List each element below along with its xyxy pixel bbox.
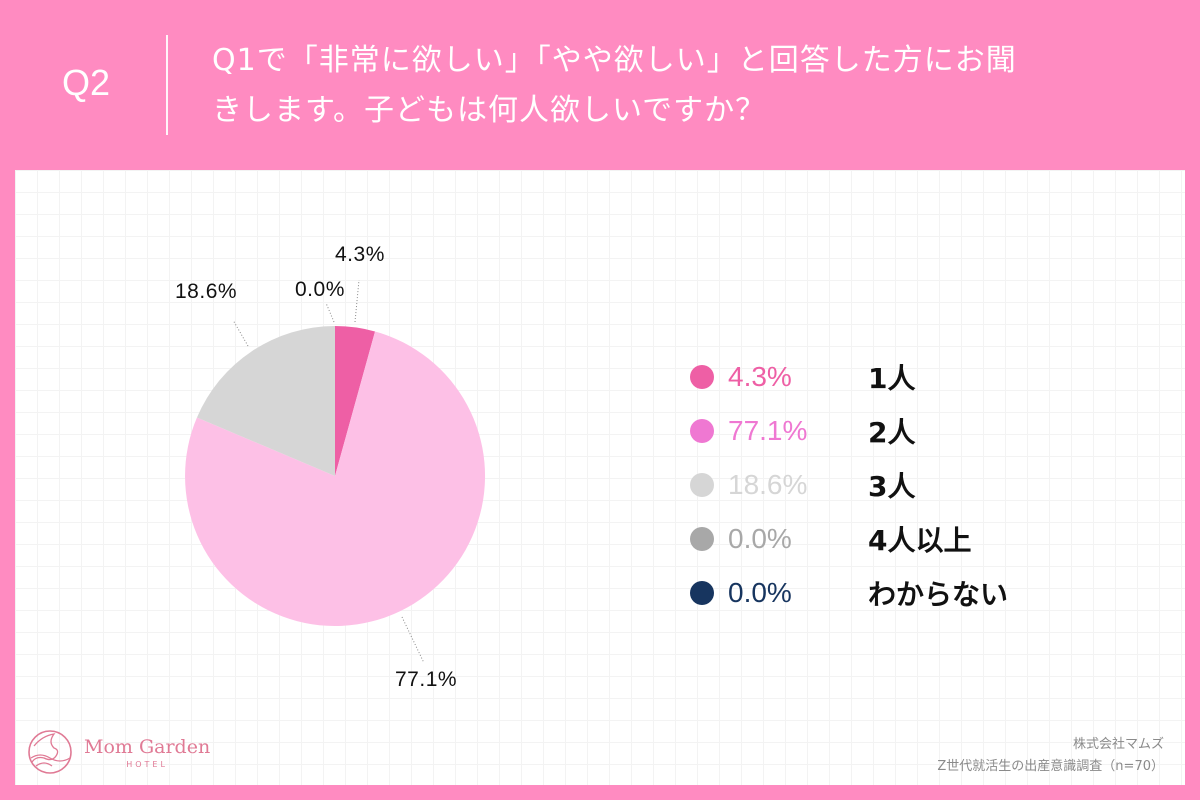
legend-pct: 18.6%: [728, 469, 808, 500]
question-text: Q1で「非常に欲しい」「やや欲しい」と回答した方にお聞 きします。子どもは何人欲…: [212, 36, 1172, 136]
legend-dot-icon: [690, 527, 714, 551]
pie-label-1-person: 4.3%: [335, 243, 385, 266]
legend-item: 4.3% 1人: [690, 350, 1008, 404]
legend-dot-icon: [690, 419, 714, 443]
leader-line-18.6: [232, 319, 249, 347]
source-note: 株式会社マムズ Z世代就活生の出産意識調査（n=70）: [937, 734, 1164, 778]
leader-line-4.3: [354, 279, 360, 323]
chart-panel: 4.3% 0.0% 18.6% 77.1%: [15, 170, 1185, 785]
legend-item: 0.0% 4人以上: [690, 512, 1008, 566]
logo-sub: HOTEL: [126, 759, 168, 769]
slice-1-person: [335, 326, 376, 476]
pie-label-2-people: 77.1%: [395, 668, 458, 691]
slice-3-people: [196, 326, 335, 476]
legend-dot-icon: [690, 473, 714, 497]
legend-dot-icon: [690, 365, 714, 389]
legend-item: 18.6% 3人: [690, 458, 1008, 512]
legend-label: 2人: [868, 416, 916, 449]
legend-label: 1人: [868, 362, 916, 395]
legend: 4.3% 1人 77.1% 2人 18.6% 3人 0.0% 4人以上 0.0%…: [690, 350, 1008, 620]
legend-item: 77.1% 2人: [690, 404, 1008, 458]
question-line-1: Q1で「非常に欲しい」「やや欲しい」と回答した方にお聞: [212, 43, 1017, 78]
slice-2-people: [185, 331, 486, 627]
question-number: Q2: [62, 62, 111, 103]
logo-emblem-icon: [28, 730, 72, 774]
mom-garden-logo: Mom Garden HOTEL: [26, 728, 210, 776]
legend-label: 3人: [868, 470, 916, 503]
legend-label: 4人以上: [868, 524, 972, 557]
pie-label-4-plus: 0.0%: [295, 278, 345, 301]
leader-line-0.0: [325, 302, 335, 323]
leader-line-77.1: [401, 616, 425, 664]
legend-dot-icon: [690, 581, 714, 605]
legend-item: 0.0% わからない: [690, 566, 1008, 620]
logo-name: Mom Garden: [84, 735, 211, 758]
source-company: 株式会社マムズ: [1072, 737, 1164, 752]
question-line-2: きします。子どもは何人欲しいですか？: [212, 93, 767, 128]
legend-label: わからない: [868, 578, 1009, 611]
legend-pct: 0.0%: [728, 577, 792, 608]
pie-label-3-people: 18.6%: [175, 280, 238, 303]
header: Q2 Q1で「非常に欲しい」「やや欲しい」と回答した方にお聞 きします。子どもは…: [0, 0, 1200, 170]
header-divider: [166, 35, 168, 135]
legend-pct: 77.1%: [728, 415, 808, 446]
source-survey: Z世代就活生の出産意識調査（n=70）: [937, 759, 1164, 774]
legend-pct: 0.0%: [728, 523, 792, 554]
legend-pct: 4.3%: [728, 361, 792, 392]
pie-chart: [185, 279, 486, 664]
